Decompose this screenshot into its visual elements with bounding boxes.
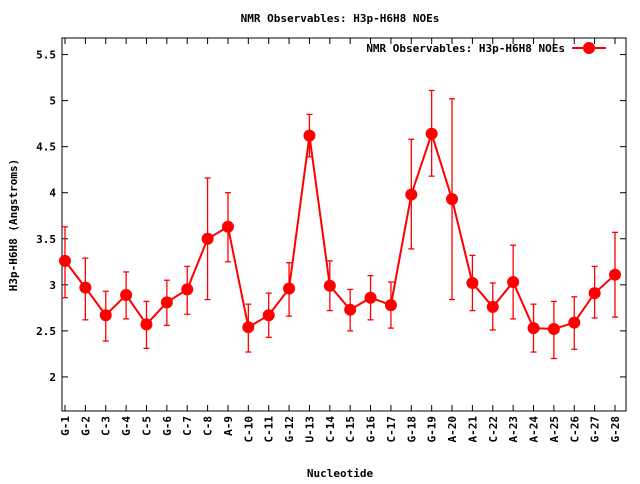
data-point [547,323,560,336]
x-tick-label: C-7 [181,416,194,436]
x-tick-label: G-16 [365,416,378,443]
legend-marker [583,42,595,54]
y-tick-label: 2.5 [36,325,56,338]
data-point [181,283,194,296]
data-point [242,321,255,334]
x-tick-label: C-8 [202,416,215,436]
data-point [344,303,357,316]
plot-frame [61,37,627,412]
x-tick-label: G-27 [589,416,602,443]
x-axis-label: Nucleotide [307,467,374,480]
data-point [446,193,459,206]
chart-title: NMR Observables: H3p-H6H8 NOEs [241,12,440,25]
data-point [568,316,581,329]
y-tick-label: 5.5 [36,49,56,62]
y-tick-label: 5 [49,95,56,108]
y-tick-label: 2 [49,371,56,384]
data-point [140,318,153,331]
data-point [466,276,479,289]
y-axis-label: H3p-H6H8 (Angstroms) [7,159,20,291]
data-point [527,322,540,335]
data-point [79,281,92,294]
data-point [486,300,499,313]
data-point [262,309,275,322]
x-tick-label: C-11 [263,416,276,443]
legend: NMR Observables: H3p-H6H8 NOEs [366,42,606,55]
data-point [405,188,418,201]
data-point [303,129,316,142]
x-tick-label: G-19 [426,416,439,443]
x-tick-label: G-1 [59,416,72,436]
data-point [507,276,520,289]
data-point [99,309,112,322]
x-tick-label: U-13 [303,416,316,443]
data-point [221,220,234,233]
x-tick-label: C-17 [385,416,398,443]
y-tick-label: 4.5 [36,141,56,154]
legend-label: NMR Observables: H3p-H6H8 NOEs [366,42,565,55]
y-tick-label: 3.5 [36,233,56,246]
x-tick-label: C-10 [242,416,255,443]
x-tick-label: A-25 [548,416,561,443]
x-tick-label: C-3 [100,416,113,436]
x-tick-label: C-22 [487,416,500,443]
data-point [323,279,336,292]
data-point [283,282,296,295]
x-tick-label: A-23 [507,416,520,443]
data-point [384,299,397,312]
x-tick-label: G-6 [161,416,174,436]
x-tick-label: C-26 [568,416,581,443]
data-point [425,127,438,140]
x-tick-label: G-12 [283,416,296,443]
data-point [364,291,377,304]
x-tick-label: A-20 [446,416,459,443]
data-point [588,287,601,300]
x-tick-label: A-21 [466,416,479,443]
x-tick-label: G-28 [609,416,622,443]
x-tick-label: C-15 [344,416,357,443]
x-tick-label: G-18 [405,416,418,443]
data-point [59,254,71,267]
x-tick-label: C-5 [140,416,153,436]
y-tick-label: 4 [49,187,56,200]
data-point [160,296,173,309]
data-point [609,268,621,281]
data-point [120,288,133,301]
x-tick-label: G-4 [120,416,133,436]
x-tick-label: A-9 [222,416,235,436]
series-line [64,130,616,331]
data-point [201,232,214,245]
y-tick-label: 3 [49,279,56,292]
x-tick-label: A-24 [528,416,541,443]
x-tick-label: C-14 [324,416,337,443]
x-tick-label: G-2 [79,416,92,436]
